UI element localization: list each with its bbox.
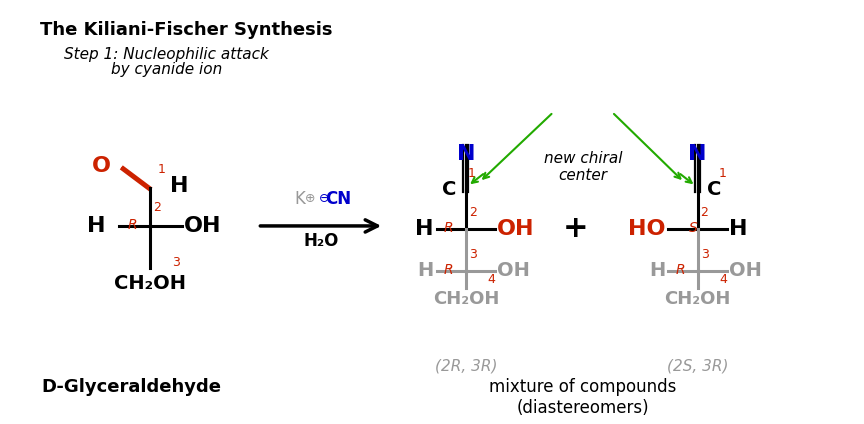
Text: CH₂OH: CH₂OH: [664, 290, 731, 308]
Text: 4: 4: [487, 273, 495, 286]
Text: 2: 2: [701, 206, 708, 219]
Text: Step 1: Nucleophilic attack: Step 1: Nucleophilic attack: [65, 47, 270, 62]
Text: S: S: [689, 221, 698, 235]
Text: OH: OH: [497, 219, 535, 239]
Text: N: N: [689, 144, 707, 164]
Text: R: R: [676, 263, 685, 277]
Text: H: H: [729, 219, 747, 239]
Text: C: C: [708, 180, 721, 199]
Text: HO: HO: [628, 219, 665, 239]
Text: OH: OH: [183, 216, 221, 236]
Text: 2: 2: [153, 201, 162, 214]
Text: D-Glyceraldehyde: D-Glyceraldehyde: [41, 378, 221, 396]
Text: H₂O: H₂O: [303, 232, 339, 250]
Text: +: +: [563, 215, 588, 243]
Text: The Kiliani-Fischer Synthesis: The Kiliani-Fischer Synthesis: [40, 22, 333, 39]
Text: 1: 1: [719, 167, 727, 180]
Text: OH: OH: [497, 261, 530, 280]
Text: (2S, 3R): (2S, 3R): [667, 358, 728, 374]
Text: mixture of compounds
(diastereomers): mixture of compounds (diastereomers): [489, 378, 677, 417]
Text: OH: OH: [729, 261, 762, 280]
Text: H: H: [417, 261, 434, 280]
Text: 1: 1: [158, 163, 166, 176]
Text: CN: CN: [325, 190, 352, 209]
Text: (2R, 3R): (2R, 3R): [435, 358, 497, 374]
Text: 3: 3: [172, 256, 180, 269]
Text: H: H: [649, 261, 665, 280]
Text: C: C: [442, 180, 456, 199]
Text: 3: 3: [701, 248, 708, 261]
Text: CH₂OH: CH₂OH: [433, 290, 499, 308]
Text: ⊕: ⊕: [305, 192, 315, 204]
Text: 2: 2: [469, 206, 477, 219]
Text: ⊖: ⊖: [319, 192, 329, 204]
Text: by cyanide ion: by cyanide ion: [111, 62, 223, 77]
Text: H: H: [87, 216, 105, 236]
Text: CH₂OH: CH₂OH: [114, 273, 187, 293]
Text: H: H: [170, 176, 188, 196]
Text: N: N: [457, 144, 475, 164]
Text: R: R: [128, 218, 137, 232]
Text: O: O: [92, 156, 111, 176]
Text: 3: 3: [469, 248, 477, 261]
Text: new chiral
center: new chiral center: [543, 151, 622, 183]
Text: 4: 4: [719, 273, 727, 286]
Text: R: R: [443, 263, 454, 277]
Text: H: H: [416, 219, 434, 239]
Text: 1: 1: [467, 167, 476, 180]
Text: K: K: [294, 190, 305, 209]
Text: R: R: [443, 221, 454, 235]
